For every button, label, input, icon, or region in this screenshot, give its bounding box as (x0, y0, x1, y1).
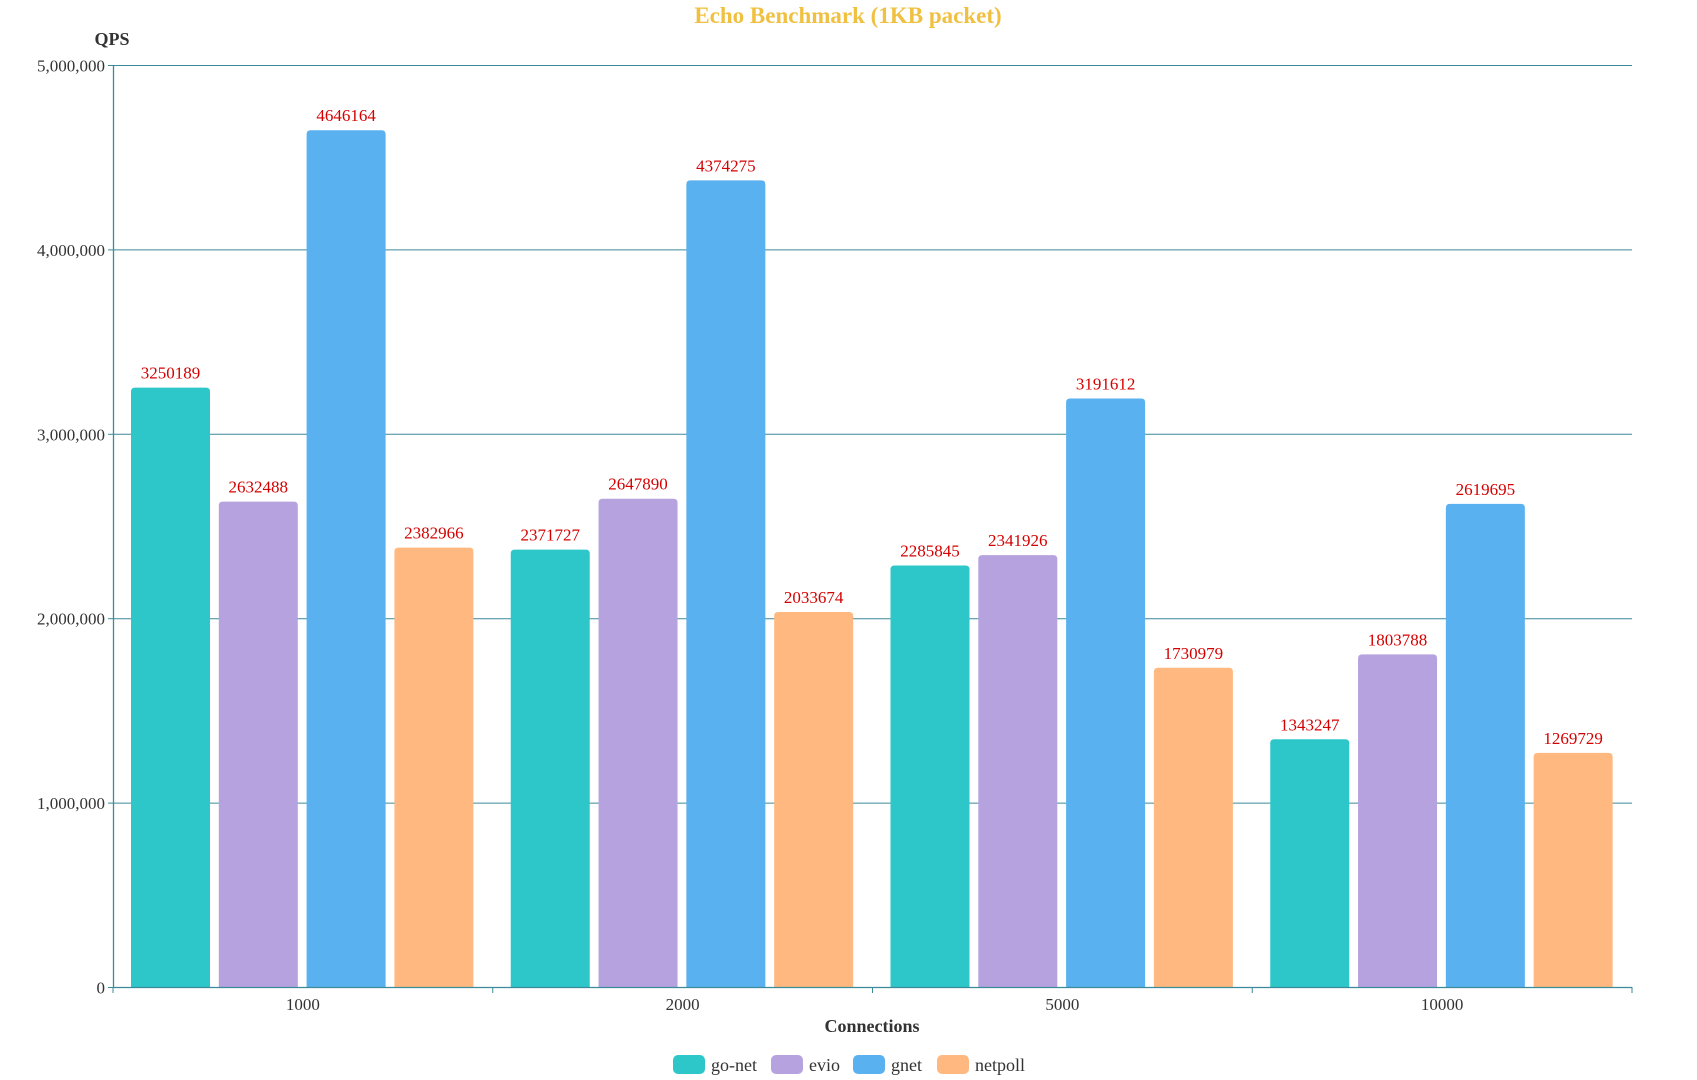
data-label: 2285845 (900, 541, 960, 560)
bar-gnet (1066, 398, 1146, 987)
bar-evio (978, 555, 1058, 987)
data-label: 3250189 (141, 364, 201, 383)
legend-swatch-netpoll (937, 1055, 969, 1074)
bar-netpoll (394, 547, 474, 987)
data-label: 1343247 (1280, 715, 1340, 734)
data-label: 3191612 (1076, 374, 1136, 393)
bar-netpoll (1153, 667, 1233, 987)
x-tick-label: 5000 (1045, 995, 1079, 1014)
y-tick-label: 2,000,000 (37, 610, 105, 629)
data-label: 2371727 (521, 526, 581, 545)
legend-item-gnet[interactable]: gnet (891, 1055, 922, 1075)
legend-item-go-net[interactable]: go-net (711, 1055, 757, 1075)
data-label: 2033674 (784, 588, 844, 607)
x-tick-label: 2000 (666, 995, 700, 1014)
data-label: 4374275 (696, 156, 756, 175)
y-tick-label: 0 (97, 979, 106, 998)
y-axis-title: QPS (94, 29, 129, 49)
data-label: 2619695 (1456, 480, 1516, 499)
x-axis-title: Connections (824, 1016, 919, 1036)
y-tick-label: 4,000,000 (37, 241, 105, 260)
data-label: 2632488 (229, 478, 289, 497)
data-label: 1803788 (1368, 630, 1428, 649)
bar-evio (218, 501, 298, 987)
bar-go-net (131, 387, 210, 987)
bar-gnet (1445, 503, 1525, 987)
bar-go-net (890, 565, 970, 987)
bar-netpoll (774, 611, 854, 987)
data-label: 1730979 (1164, 644, 1224, 663)
data-label: 1269729 (1543, 729, 1603, 748)
legend-swatch-gnet (853, 1055, 885, 1074)
legend-swatch-go-net (673, 1055, 705, 1074)
bar-evio (598, 498, 678, 987)
legend: go-net evio gnet netpoll (673, 1055, 1025, 1075)
bar-gnet (306, 130, 386, 987)
bar-gnet (686, 180, 766, 988)
x-tick-label: 1000 (286, 995, 320, 1014)
chart-title: Echo Benchmark (1KB packet) (694, 3, 1001, 28)
bar-netpoll (1533, 752, 1613, 987)
bar-evio (1358, 654, 1438, 987)
data-label: 2382966 (404, 524, 464, 543)
legend-swatch-evio (771, 1055, 803, 1074)
x-tick-label: 10000 (1421, 995, 1464, 1014)
data-label: 4646164 (316, 106, 376, 125)
y-tick-label: 5,000,000 (37, 57, 105, 76)
y-tick-label: 1,000,000 (37, 794, 105, 813)
legend-item-netpoll[interactable]: netpoll (975, 1055, 1025, 1075)
bar-go-net (510, 549, 590, 987)
bar-go-net (1270, 739, 1350, 987)
data-label: 2341926 (988, 531, 1048, 550)
data-label: 2647890 (608, 475, 668, 494)
legend-item-evio[interactable]: evio (809, 1055, 840, 1075)
y-tick-label: 3,000,000 (37, 425, 105, 444)
